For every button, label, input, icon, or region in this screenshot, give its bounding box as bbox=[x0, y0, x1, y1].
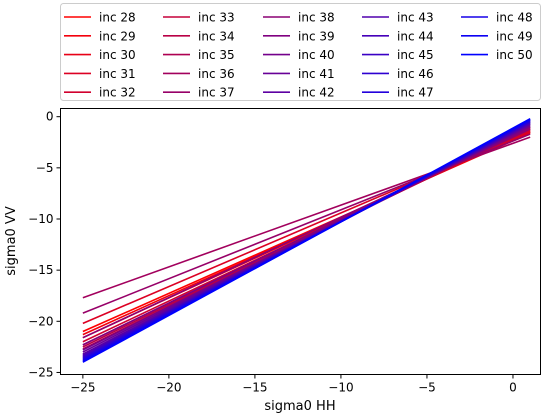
legend-item: inc 37 bbox=[163, 86, 235, 100]
legend-item: inc 34 bbox=[163, 29, 235, 43]
legend-item: inc 29 bbox=[64, 29, 136, 43]
legend-label: inc 49 bbox=[496, 29, 533, 43]
x-tick-label: 0 bbox=[509, 381, 517, 395]
legend-label: inc 37 bbox=[198, 86, 235, 100]
x-tick-label: −15 bbox=[242, 381, 267, 395]
legend-label: inc 45 bbox=[397, 48, 434, 62]
x-axis-label: sigma0 HH bbox=[264, 399, 335, 413]
legend-item: inc 31 bbox=[64, 67, 136, 81]
legend-item: inc 30 bbox=[64, 48, 136, 62]
legend-item: inc 43 bbox=[362, 11, 434, 25]
y-tick-label: −15 bbox=[28, 263, 53, 277]
legend-label: inc 35 bbox=[198, 48, 235, 62]
legend-label: inc 42 bbox=[298, 86, 335, 100]
y-tick-label: 0 bbox=[46, 110, 54, 124]
legend-item: inc 42 bbox=[263, 86, 335, 100]
plot-area: −25 −20 −15 −10 −5 0 0 −5 −10 −15 −20 −25 sigma0 H… bbox=[4, 108, 541, 413]
legend-item: inc 41 bbox=[263, 67, 335, 81]
legend-item: inc 50 bbox=[461, 48, 533, 62]
legend-item: inc 49 bbox=[461, 29, 533, 43]
y-tick-label: −5 bbox=[36, 161, 54, 175]
legend-item: inc 47 bbox=[362, 86, 434, 100]
x-tick-label: −20 bbox=[156, 381, 181, 395]
y-tick-label: −25 bbox=[28, 365, 53, 379]
x-tick-label: −5 bbox=[418, 381, 436, 395]
legend-frame bbox=[60, 3, 541, 101]
y-tick-label: −10 bbox=[28, 212, 53, 226]
legend-label: inc 44 bbox=[397, 29, 434, 43]
legend-item: inc 48 bbox=[461, 11, 533, 25]
legend-label: inc 36 bbox=[198, 67, 235, 81]
legend-item: inc 46 bbox=[362, 67, 434, 81]
legend-item: inc 35 bbox=[163, 48, 235, 62]
legend-item: inc 38 bbox=[263, 11, 335, 25]
y-ticks: 0 −5 −10 −15 −20 −25 bbox=[28, 110, 61, 379]
legend-item: inc 40 bbox=[263, 48, 335, 62]
series-layer bbox=[82, 118, 531, 363]
x-tick-label: −10 bbox=[328, 381, 353, 395]
x-tick-label: −25 bbox=[70, 381, 95, 395]
legend-label: inc 40 bbox=[298, 48, 335, 62]
legend-label: inc 31 bbox=[99, 67, 136, 81]
legend: inc 28 inc 29 inc 30 inc 31 inc 32 inc 33 inc … bbox=[60, 3, 541, 101]
legend-label: inc 39 bbox=[298, 29, 335, 43]
y-tick-label: −20 bbox=[28, 314, 53, 328]
legend-item: inc 36 bbox=[163, 67, 235, 81]
axes-frame bbox=[60, 108, 541, 375]
x-ticks: −25 −20 −15 −10 −5 0 bbox=[70, 374, 517, 395]
legend-label: inc 30 bbox=[99, 48, 136, 62]
legend-label: inc 48 bbox=[496, 11, 533, 25]
legend-item: inc 44 bbox=[362, 29, 434, 43]
legend-item: inc 28 bbox=[64, 11, 136, 25]
legend-label: inc 43 bbox=[397, 11, 434, 25]
legend-label: inc 50 bbox=[496, 48, 533, 62]
legend-label: inc 46 bbox=[397, 67, 434, 81]
legend-label: inc 38 bbox=[298, 11, 335, 25]
legend-label: inc 41 bbox=[298, 67, 335, 81]
legend-label: inc 28 bbox=[99, 11, 136, 25]
legend-label: inc 32 bbox=[99, 86, 136, 100]
legend-label: inc 33 bbox=[198, 11, 235, 25]
legend-label: inc 29 bbox=[99, 29, 136, 43]
legend-item: inc 39 bbox=[263, 29, 335, 43]
y-axis-label: sigma0 VV bbox=[4, 206, 19, 276]
legend-item: inc 33 bbox=[163, 11, 235, 25]
legend-label: inc 47 bbox=[397, 86, 434, 100]
legend-label: inc 34 bbox=[198, 29, 235, 43]
legend-item: inc 45 bbox=[362, 48, 434, 62]
series-line-inc-50 bbox=[82, 118, 531, 363]
legend-item: inc 32 bbox=[64, 86, 136, 100]
